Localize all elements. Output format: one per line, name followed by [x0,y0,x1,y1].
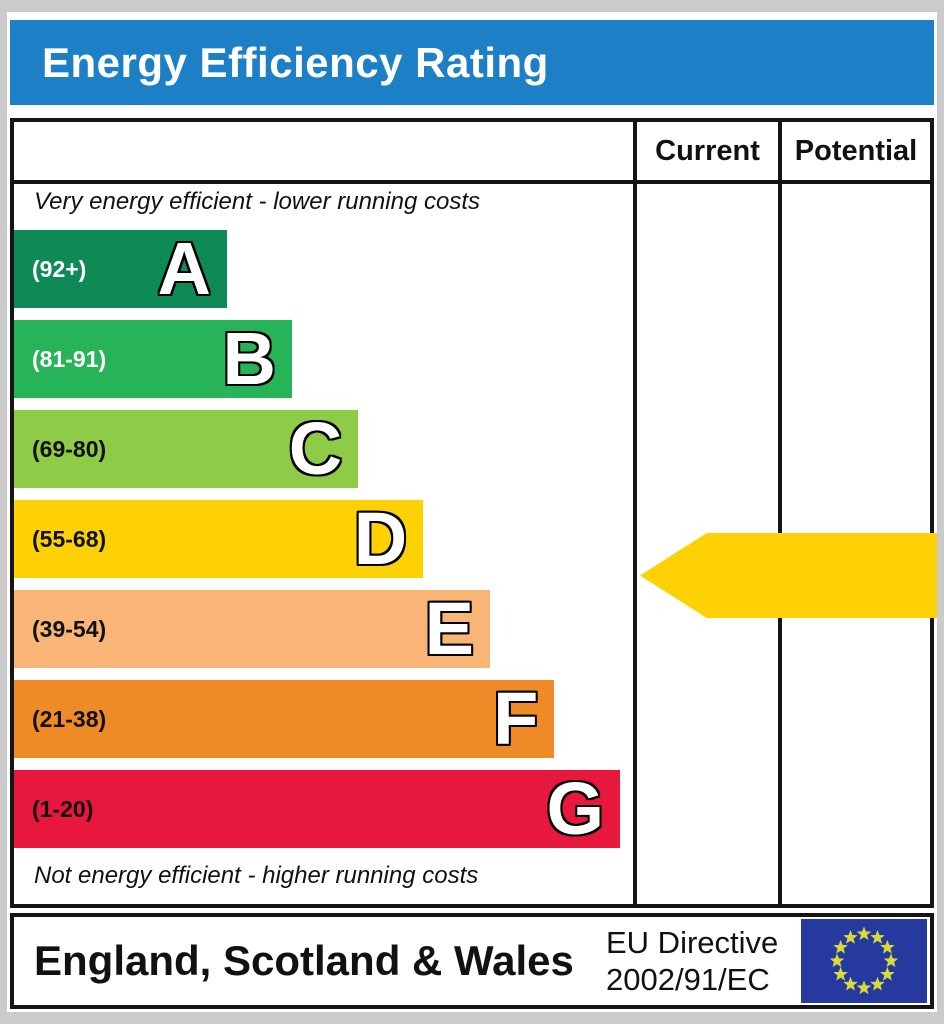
top-caption: Very energy efficient - lower running co… [34,188,480,215]
band-g-bar: (1-20) G [14,770,620,848]
band-a-range: (92+) [32,255,87,282]
title-banner: Energy Efficiency Rating [10,20,934,105]
current-column-divider [633,122,637,904]
eu-directive-line1: EU Directive [606,925,779,960]
eu-flag-star [833,966,848,981]
current-column-header: Current [655,134,760,167]
eu-flag-star [833,939,848,954]
eu-flag-star [843,930,858,944]
eu-flag-star [870,976,885,991]
band-g-letter: G [546,767,604,850]
band-f-letter: F [493,677,539,760]
eu-directive-label: EU Directive 2002/91/EC [606,917,778,1005]
eu-flag-star [829,953,845,968]
eu-directive-line2: 2002/91/EC [606,962,770,997]
band-d-letter: D [353,497,408,580]
band-b-range: (81-91) [32,345,107,372]
band-d-range: (55-68) [32,525,107,552]
band-c-bar: (69-80) C [14,407,359,490]
eu-flag-star [883,953,899,968]
potential-column-divider [778,122,782,904]
band-a-bar: (92+) A [14,230,227,308]
eu-flag [801,919,927,1003]
eu-flag-star [880,966,895,981]
band-f-range: (21-38) [32,705,107,732]
footer: England, Scotland & Wales EU Directive 2… [10,913,934,1009]
band-b-letter: B [222,317,276,400]
header-divider [14,180,930,184]
potential-column-header: Potential [794,134,918,167]
bottom-caption: Not energy efficient - higher running co… [34,862,479,889]
band-e-range: (39-54) [32,615,107,642]
eu-flag-star [880,939,895,954]
band-e-letter: E [424,587,474,670]
rating-bands: (92+) A (81-91) B (69-80) C (55-68) D (3… [14,230,633,860]
band-g-range: (1-20) [32,795,94,822]
band-c-letter: C [288,407,343,490]
eu-flag-star [856,926,872,941]
page-title: Energy Efficiency Rating [42,38,549,86]
eu-flag-star [843,976,858,991]
region-label: England, Scotland & Wales [34,937,574,984]
band-a-letter: A [157,227,211,310]
band-c-range: (69-80) [32,435,107,462]
band-e-bar: (39-54) E [14,590,490,668]
rating-table: Current Potential Very energy efficient … [10,118,944,908]
eu-flag-star [870,930,885,944]
band-b-bar: (81-91) B [14,320,292,398]
band-f-bar: (21-38) F [14,677,555,760]
band-d-bar: (55-68) D [14,497,424,580]
eu-flag-star [856,980,872,995]
